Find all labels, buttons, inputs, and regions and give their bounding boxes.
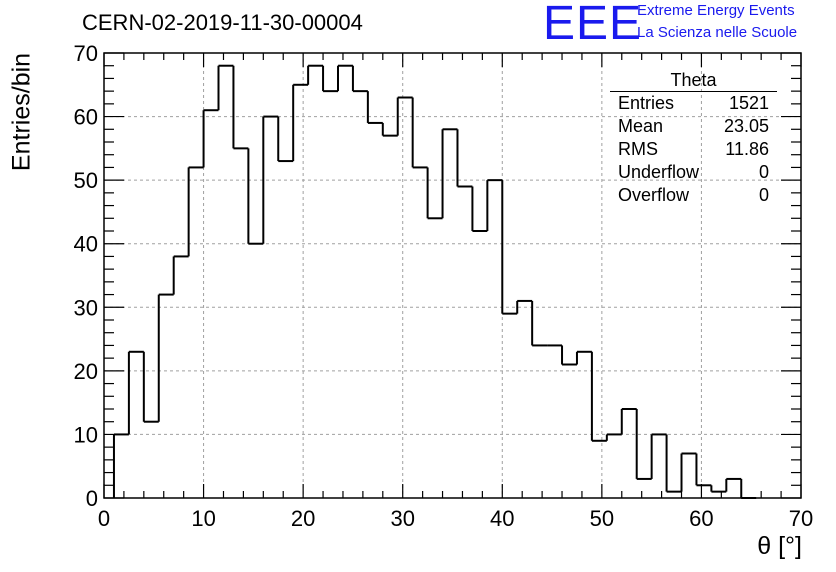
x-axis-label: θ [°] — [757, 532, 802, 560]
stats-value: 1521 — [728, 93, 769, 113]
stats-label: RMS — [618, 139, 658, 159]
axes — [103, 52, 802, 499]
stats-label: Entries — [618, 93, 675, 113]
logo-subtitle-line2: La Scienza nelle Scuole — [637, 24, 798, 41]
stats-row-underflow: Underflow 0 — [610, 161, 777, 184]
stats-row-rms: RMS 11.86 — [610, 138, 777, 161]
x-tick-label: 20 — [291, 506, 315, 531]
stats-row-mean: Mean 23.05 — [610, 115, 777, 138]
tick-labels: 0 10 20 30 40 50 60 70 0 10 20 30 40 50 60 70 — [74, 41, 814, 531]
stats-value: 0 — [758, 162, 769, 182]
eee-logo: EEE — [543, 0, 643, 50]
y-tick-label: 30 — [74, 295, 98, 320]
stats-value: 0 — [758, 185, 769, 205]
y-tick-label: 20 — [74, 359, 98, 384]
x-tick-label: 10 — [191, 506, 215, 531]
stats-label: Mean — [618, 116, 664, 136]
x-tick-label: 60 — [689, 506, 713, 531]
grid-lines — [104, 53, 801, 498]
y-tick-label: 70 — [74, 41, 98, 66]
stats-box: Theta Entries 1521 Mean 23.05 RMS 11.86 … — [610, 70, 777, 207]
x-tick-label: 70 — [789, 506, 813, 531]
stats-label: Overflow — [618, 185, 690, 205]
y-tick-label: 0 — [86, 486, 98, 511]
y-axis-label: Entries/bin — [7, 52, 36, 172]
x-tick-label: 30 — [390, 506, 414, 531]
stats-label: Underflow — [618, 162, 700, 182]
stats-row-entries: Entries 1521 — [610, 92, 777, 115]
histogram-series — [112, 64, 757, 499]
logo-subtitle-line1: Extreme Energy Events — [637, 2, 795, 19]
stats-row-overflow: Overflow 0 — [610, 184, 777, 207]
stats-value: 23.05 — [723, 116, 769, 136]
y-tick-label: 40 — [74, 232, 98, 257]
x-tick-label: 50 — [590, 506, 614, 531]
y-tick-label: 60 — [74, 105, 98, 130]
y-tick-label: 10 — [74, 422, 98, 447]
y-tick-label: 50 — [74, 168, 98, 193]
chart-title: CERN-02-2019-11-30-00004 — [82, 10, 363, 35]
x-tick-label: 0 — [98, 506, 110, 531]
stats-title: Theta — [610, 70, 777, 92]
plot-frame — [103, 52, 802, 499]
x-tick-label: 40 — [490, 506, 514, 531]
stats-value: 11.86 — [725, 139, 769, 159]
